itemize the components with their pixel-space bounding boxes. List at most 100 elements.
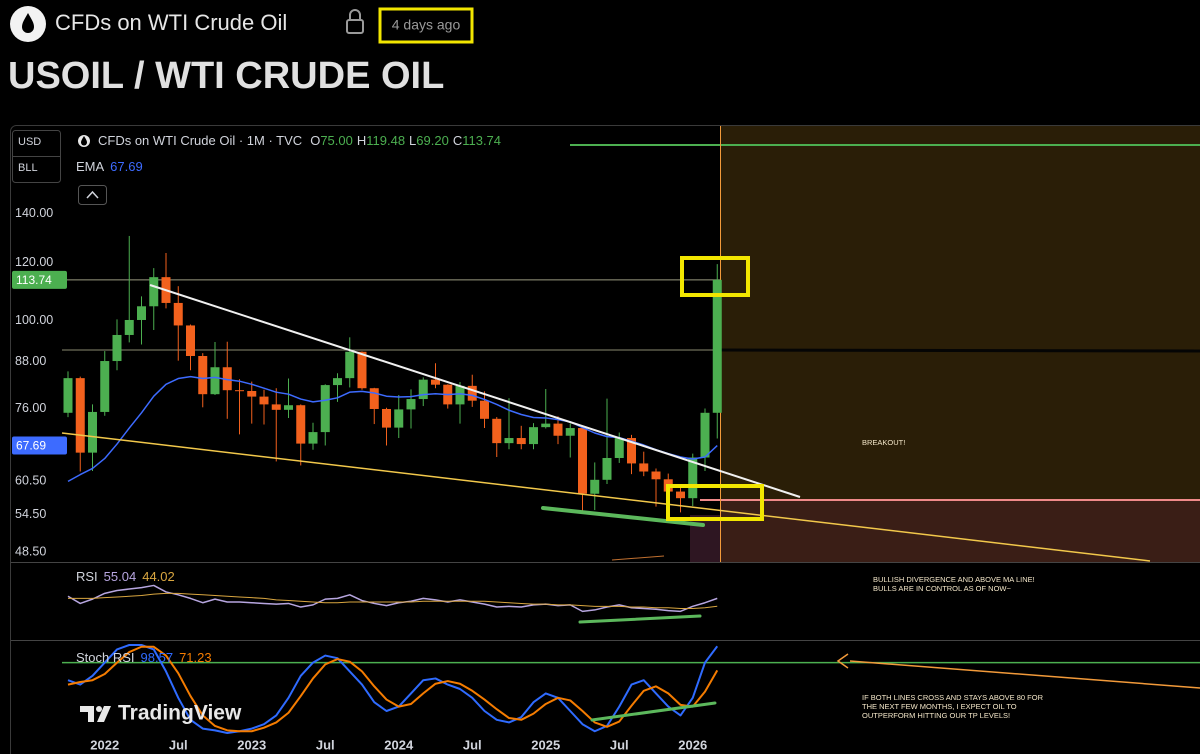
annotation: BULLS ARE IN CONTROL AS OF NOW~ (873, 584, 1011, 593)
watermark-logo (80, 706, 111, 722)
highlight-box (680, 256, 750, 297)
legend-value: 119.48 (366, 133, 405, 148)
candle-body (259, 396, 269, 405)
candle-body (431, 379, 440, 385)
candle-body (541, 423, 551, 428)
candle-body (198, 356, 208, 395)
legend-value: 98.57 (141, 650, 174, 665)
divergence-line (541, 506, 705, 527)
x-tick-label: Jul (316, 737, 335, 752)
ema-tag-label: 67.69 (16, 439, 46, 453)
legend-value: 75.00 (320, 133, 353, 148)
candle-body (418, 379, 428, 400)
candle-body (235, 390, 244, 392)
y-tick-label: 48.50 (15, 544, 46, 558)
annotation: THE NEXT FEW MONTHS, I EXPECT OIL TO (862, 702, 1017, 711)
stoch-line (67, 645, 719, 733)
lock-icon (346, 9, 364, 34)
arrow-line (849, 660, 1200, 689)
legend: EMA 67.69 (76, 159, 143, 174)
annotation: OUTPERFORM HITTING OUR TP LEVELS! (862, 711, 1010, 720)
x-tick-label: Jul (169, 737, 188, 752)
ema-tag (12, 436, 67, 455)
candle-body (382, 408, 391, 428)
candle-body (480, 400, 489, 419)
legend-key: C (453, 133, 462, 148)
candle-body (75, 378, 85, 453)
candle-body (222, 367, 232, 391)
candle-body (688, 457, 698, 499)
x-tick-label: 2026 (678, 737, 707, 752)
rsi-line (68, 592, 718, 609)
candle-body (296, 405, 306, 444)
divergence-line (590, 701, 717, 722)
candle-body (369, 388, 379, 409)
trendline-lower (61, 432, 1151, 562)
arrow-line (611, 555, 665, 561)
legend-value: 67.69 (110, 159, 143, 174)
y-tick-label: 100.00 (15, 313, 53, 327)
legend-value: 71.23 (179, 650, 212, 665)
stoch-line (67, 644, 719, 734)
legend: CFDs on WTI Crude Oil · 1M · TVC O75.00 H1… (98, 133, 501, 148)
candle-body (100, 361, 110, 412)
y-tick-label: 140.00 (15, 206, 53, 220)
annotation: IF BOTH LINES CROSS AND STAYS ABOVE 80 F… (862, 693, 1044, 702)
currency: USD (18, 136, 41, 148)
candle-body (529, 427, 538, 445)
candle-body (639, 463, 649, 472)
legend-key: O (310, 133, 320, 148)
candle-body (406, 399, 416, 410)
candle-body (137, 306, 146, 320)
candle-body (676, 491, 685, 499)
legend: RSI 55.04 44.02 (76, 569, 175, 584)
candle-body (455, 385, 465, 405)
collapse-button[interactable] (78, 185, 107, 205)
candle-body (186, 325, 195, 357)
zone-upper (720, 126, 1200, 500)
post-time: 4 days ago (392, 17, 461, 33)
x-tick-label: Jul (610, 737, 629, 752)
zone-shade (690, 515, 720, 562)
trendline-upper (149, 284, 801, 498)
plot: 140.00 120.00 100.00 88.00 76.00 60.50 54.50 48… (12, 206, 1200, 752)
y-tick-label: 120.00 (15, 255, 53, 269)
candle-body (333, 378, 342, 386)
y-tick-label: 60.50 (15, 474, 46, 488)
candle-body (516, 438, 526, 445)
page-title: USOIL / WTI CRUDE OIL (8, 55, 444, 97)
candle-body (712, 279, 722, 413)
drop-icon (81, 136, 87, 146)
candle-body (149, 277, 159, 307)
unit: BLL (18, 162, 38, 174)
candle-body (504, 438, 514, 444)
divergence-line (578, 614, 702, 624)
y-tick-label: 76.00 (15, 401, 46, 415)
x-tick-label: Jul (463, 737, 482, 752)
annotation: BREAKOUT! (862, 438, 905, 447)
legend-value: 55.04 (104, 569, 137, 584)
candle-body (590, 479, 600, 494)
candle-body (308, 432, 318, 444)
legend-value: 113.74 (462, 133, 501, 148)
ema-line (67, 375, 718, 483)
candle-body (63, 378, 73, 413)
legend-value: 44.02 (142, 569, 175, 584)
drawings: BREAKOUT! BULLISH DIVERGENCE AND ABOVE M… (12, 130, 1200, 725)
legend-value: 69.20 (416, 133, 449, 148)
candle-body (112, 334, 122, 362)
arrow-head (836, 653, 849, 669)
candle-body (345, 351, 355, 379)
level-line-dark (719, 348, 1200, 353)
highlight-box (666, 484, 764, 521)
legend-name: EMA (76, 159, 105, 174)
legend: Stoch RSI 98.57 71.23 (76, 650, 212, 665)
x-tick-label: 2022 (90, 737, 119, 752)
candle-body (284, 405, 293, 410)
candle-body (700, 412, 710, 458)
zone-lower (720, 500, 1200, 562)
legend-title: CFDs on WTI Crude Oil · 1M · TVC (98, 133, 302, 148)
candle-body (247, 390, 257, 397)
candle-body (651, 471, 661, 480)
candle-body (88, 411, 97, 453)
